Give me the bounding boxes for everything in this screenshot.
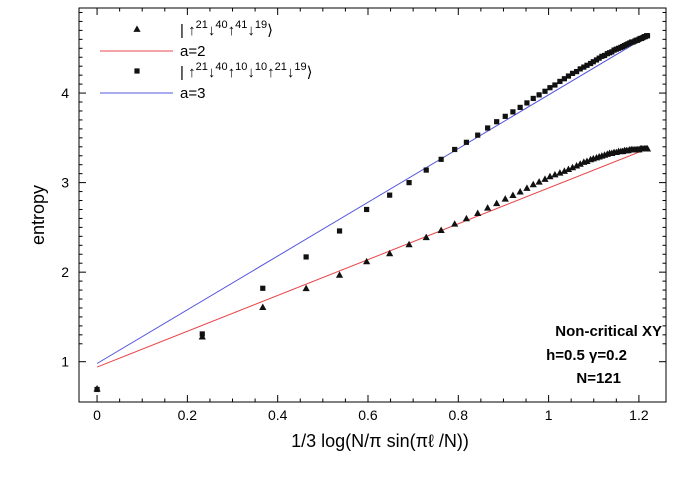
squares-point bbox=[463, 139, 470, 145]
squares-point bbox=[94, 386, 100, 393]
squares-point bbox=[601, 52, 608, 59]
squares-point bbox=[584, 62, 590, 68]
legend: | ↑21↓40↑41↓19⟩ a=2| ↑21↓40↑10↓10↑21↓19⟩ a… bbox=[100, 19, 312, 102]
legend-label-a=3: a=3 bbox=[180, 85, 205, 102]
x-tick-label: 1.2 bbox=[629, 407, 649, 423]
triangles-point bbox=[302, 284, 310, 292]
squares-point bbox=[423, 167, 429, 173]
squares-point bbox=[517, 104, 523, 110]
squares-point bbox=[569, 70, 576, 76]
squares-point bbox=[406, 180, 412, 186]
x-tick-label: 0.6 bbox=[358, 407, 378, 423]
x-tick-label: 1 bbox=[545, 407, 553, 423]
squares-point bbox=[530, 95, 536, 102]
squares-point bbox=[581, 64, 587, 70]
plot-frame bbox=[78, 7, 667, 403]
y-tick-label: 1 bbox=[61, 354, 69, 370]
triangles-point bbox=[556, 169, 564, 176]
triangles-point bbox=[493, 199, 501, 207]
squares-point bbox=[387, 192, 393, 198]
legend-label-triangles: | ↑21↓40↑41↓19⟩ bbox=[180, 19, 273, 39]
x-axis-label: 1/3 log(N/π sin(πℓ /N)) bbox=[291, 431, 469, 451]
squares-point bbox=[590, 59, 596, 65]
triangles-point bbox=[509, 191, 517, 199]
triangles-point bbox=[462, 214, 471, 222]
triangles-point bbox=[422, 233, 430, 241]
triangles-point bbox=[437, 226, 445, 233]
annotation-model: Non-critical XY bbox=[555, 323, 662, 340]
legend-label-squares: | ↑21↓40↑10↓10↑21↓19⟩ bbox=[180, 61, 312, 81]
triangles-point bbox=[583, 157, 591, 165]
squares-point bbox=[644, 33, 651, 39]
y-tick-label: 4 bbox=[61, 85, 69, 101]
squares-point bbox=[524, 100, 530, 106]
squares-point bbox=[552, 82, 558, 88]
annotation-size: N=121 bbox=[576, 370, 621, 387]
axis-ticks: 0 0.2 0.4 0.6 0.8 1 1.2 1 2 3 4 bbox=[61, 8, 666, 423]
x-tick-label: 0.4 bbox=[268, 407, 288, 423]
triangles-point bbox=[451, 220, 459, 227]
legend-marker-triangles bbox=[133, 25, 141, 32]
annotation-params: h=0.5 γ=0.2 bbox=[546, 347, 627, 364]
triangles-point bbox=[501, 195, 509, 202]
squares-point bbox=[502, 113, 508, 119]
squares-point bbox=[475, 132, 481, 138]
triangles-point bbox=[405, 240, 413, 248]
squares-point bbox=[452, 146, 458, 153]
squares-point bbox=[364, 206, 370, 213]
triangles-point bbox=[259, 303, 267, 310]
squares-point bbox=[542, 88, 548, 94]
x-tick-label: 0.2 bbox=[178, 407, 198, 423]
squares-point bbox=[494, 119, 500, 125]
triangles-point bbox=[643, 144, 652, 152]
x-tick-label: 0.8 bbox=[449, 407, 469, 423]
squares-point bbox=[336, 228, 343, 234]
x-tick-label: 0 bbox=[93, 407, 101, 423]
squares-point bbox=[303, 254, 309, 260]
squares-point bbox=[260, 285, 266, 291]
triangles-point bbox=[576, 160, 584, 167]
squares-point bbox=[596, 55, 602, 61]
line-a=3 bbox=[96, 35, 649, 364]
triangles-point bbox=[516, 187, 524, 195]
triangles-point bbox=[541, 175, 549, 182]
line-a=2 bbox=[96, 148, 649, 368]
triangles-point bbox=[535, 178, 543, 185]
triangles-point bbox=[386, 249, 394, 257]
legend-marker-squares bbox=[134, 68, 140, 74]
triangles-point bbox=[568, 163, 577, 171]
squares-point bbox=[577, 66, 583, 72]
triangles-point bbox=[572, 162, 581, 169]
squares-point bbox=[547, 85, 553, 91]
squares-point bbox=[199, 331, 205, 337]
squares-point bbox=[599, 53, 605, 59]
triangles-point bbox=[484, 204, 492, 211]
squares-point bbox=[587, 60, 594, 67]
fit-lines bbox=[96, 35, 649, 368]
squares-point bbox=[565, 73, 572, 79]
triangles-point bbox=[546, 172, 554, 180]
triangles-point bbox=[551, 170, 559, 178]
squares-point bbox=[561, 76, 568, 82]
triangles-point bbox=[529, 180, 537, 188]
squares-point bbox=[557, 78, 563, 85]
squares-point bbox=[438, 156, 444, 162]
y-tick-label: 2 bbox=[61, 264, 69, 280]
y-tick-label: 3 bbox=[61, 175, 69, 191]
triangles-point bbox=[474, 209, 482, 216]
y-axis-label: entropy bbox=[28, 185, 48, 245]
squares-point bbox=[485, 125, 491, 131]
squares-point bbox=[536, 92, 542, 98]
triangles-point bbox=[560, 167, 569, 174]
triangles-point bbox=[335, 271, 344, 278]
squares-point bbox=[593, 57, 600, 63]
triangles-point bbox=[523, 184, 531, 191]
squares-point bbox=[573, 68, 580, 75]
legend-label-a=2: a=2 bbox=[180, 43, 205, 60]
squares-point bbox=[510, 109, 516, 115]
triangles-point bbox=[363, 257, 371, 265]
data-points bbox=[93, 33, 652, 393]
triangles-point bbox=[564, 165, 573, 173]
